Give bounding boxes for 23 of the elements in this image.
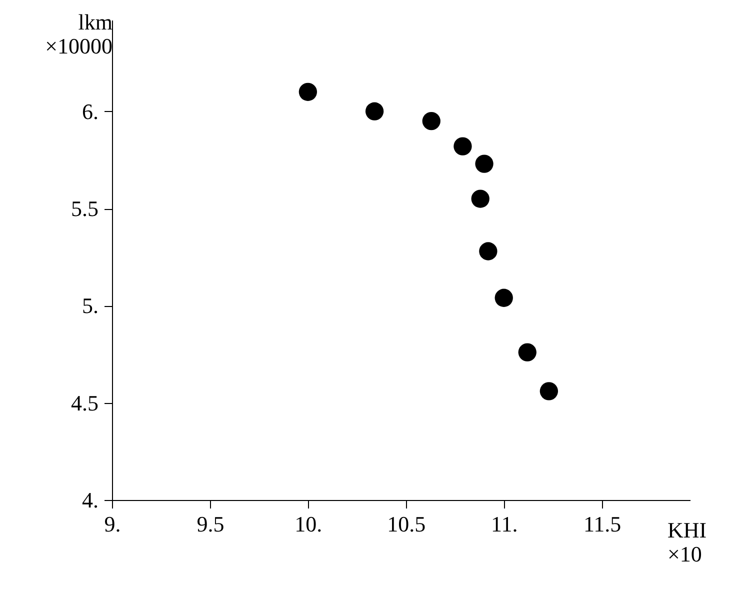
x-tick-label: 11.5 (583, 512, 622, 536)
point (471, 190, 490, 208)
y-tick-label: 5. (82, 293, 98, 318)
y-tick-label: 5.5 (71, 196, 98, 221)
point (479, 242, 498, 260)
point (494, 288, 513, 307)
point (540, 382, 558, 400)
point (475, 154, 494, 173)
y-tick-label: 4. (82, 488, 98, 512)
x-tick-label: 9. (104, 512, 121, 536)
x-tick-label: 10.5 (387, 512, 426, 536)
point (365, 102, 384, 120)
y-tick-label: 4.5 (71, 390, 98, 416)
point (518, 343, 536, 362)
x-tick-label: 10. (294, 512, 322, 536)
y-axis-title: lkm ×10000 (45, 10, 112, 58)
x-tick-label: 9.5 (196, 512, 224, 536)
x-axis-title: KHI ×10 (668, 518, 707, 566)
y-tick-label: 6. (82, 98, 98, 124)
point (454, 137, 472, 156)
point (298, 82, 318, 101)
point (422, 112, 440, 130)
x-tick-label: 11. (491, 512, 518, 536)
